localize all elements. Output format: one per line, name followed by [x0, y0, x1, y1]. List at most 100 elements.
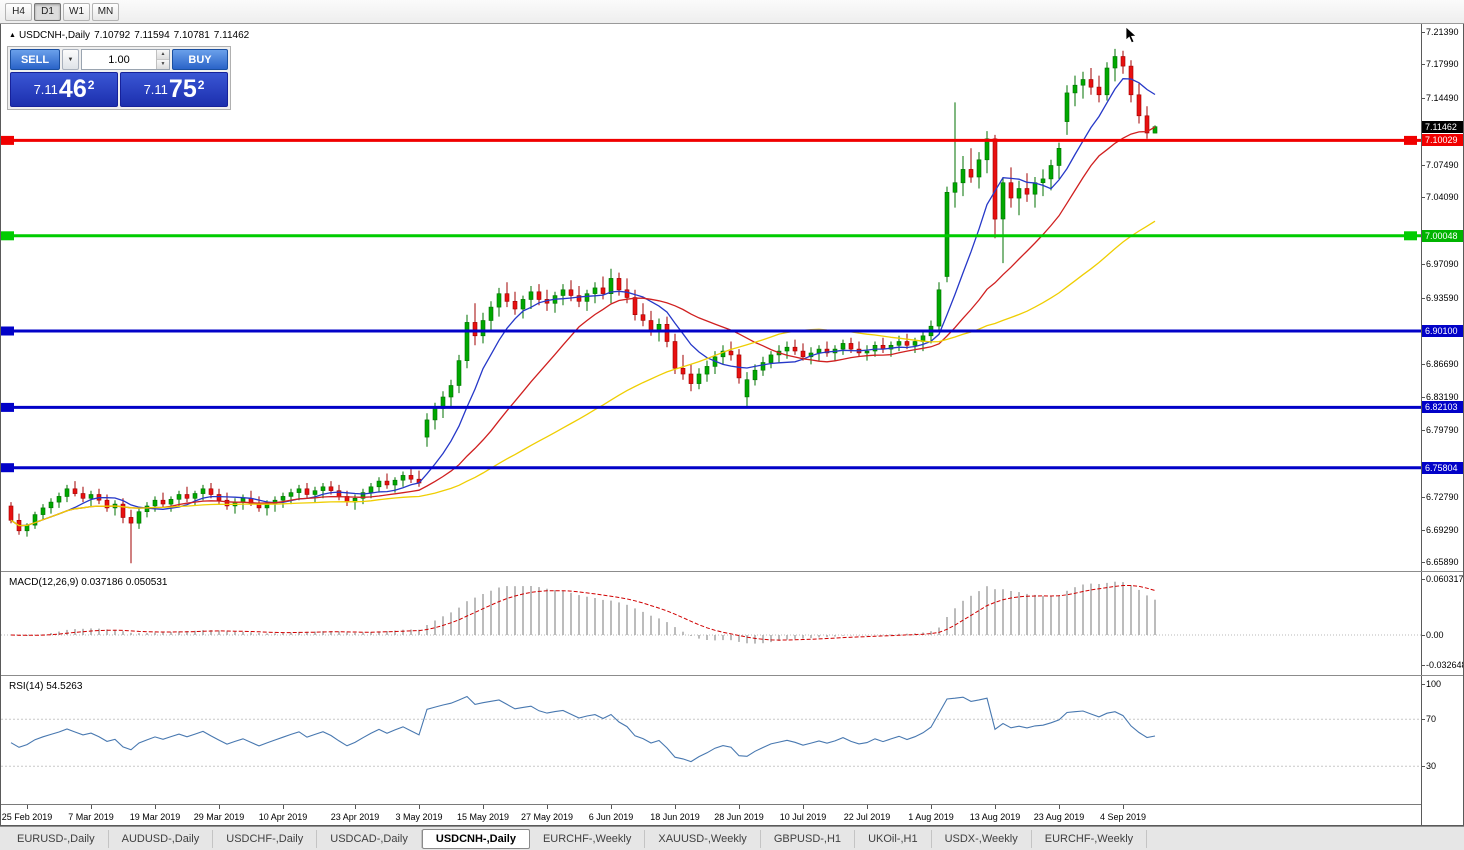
- hline-price-box: 6.82103: [1422, 401, 1463, 413]
- chart-tab[interactable]: USDX-,Weekly: [932, 829, 1032, 848]
- date-tick: [155, 805, 156, 809]
- date-label: 29 Mar 2019: [193, 812, 245, 822]
- chart-tab[interactable]: XAUUSD-,Weekly: [645, 829, 761, 848]
- macd-tick-label: -0.032648: [1422, 660, 1463, 670]
- date-tick: [27, 805, 28, 809]
- price-tick-label: 7.21390: [1422, 27, 1459, 37]
- sell-price-big: 46: [58, 75, 87, 103]
- date-tick: [803, 805, 804, 809]
- hline-price-box: 6.75804: [1422, 462, 1463, 474]
- collapse-arrow-icon[interactable]: ▲: [9, 32, 16, 39]
- chart-tab[interactable]: USDCAD-,Daily: [317, 829, 422, 848]
- symbol-period-label: USDCNH-,Daily: [18, 30, 91, 41]
- ohlc-high: 7.11594: [134, 30, 170, 41]
- date-tick: [355, 805, 356, 809]
- date-tick: [931, 805, 932, 809]
- date-label: 19 Mar 2019: [129, 812, 181, 822]
- buy-button[interactable]: BUY: [172, 49, 228, 70]
- chart-tab[interactable]: EURUSD-,Daily: [4, 829, 109, 848]
- rsi-tick-label: 70: [1421, 714, 1437, 724]
- date-label: 10 Apr 2019: [258, 812, 308, 822]
- date-tick: [611, 805, 612, 809]
- macd-label: MACD(12,26,9) 0.037186 0.050531: [9, 577, 168, 588]
- rsi-label: RSI(14) 54.5263: [9, 681, 83, 692]
- chart-tab[interactable]: EURCHF-,Weekly: [530, 829, 646, 848]
- chart-window: 25 Feb 2019 7 Mar 2019 19 Mar 2019 29 Mar 2…: [0, 24, 1464, 826]
- date-label: 23 Aug 2019: [1033, 812, 1085, 822]
- rsi-tick-label: 100: [1421, 679, 1442, 689]
- timeframe-toolbar: H4 D1 W1 MN: [0, 0, 1464, 24]
- volume-down-button[interactable]: ▼: [157, 60, 169, 69]
- date-tick: [995, 805, 996, 809]
- date-label: 6 Jun 2019: [588, 812, 634, 822]
- date-label: 23 Apr 2019: [330, 812, 380, 822]
- volume-field: ▲ ▼: [81, 49, 170, 70]
- date-tick: [219, 805, 220, 809]
- chart-tab[interactable]: USDCHF-,Daily: [213, 829, 318, 848]
- date-tick: [675, 805, 676, 809]
- current-price-box: 7.11462: [1422, 121, 1463, 133]
- hline-price-box: 7.00048: [1422, 230, 1463, 242]
- price-tick-label: 6.97090: [1422, 259, 1459, 269]
- chart-tab[interactable]: GBPUSD-,H1: [761, 829, 856, 848]
- date-label: 1 Aug 2019: [908, 812, 954, 822]
- date-label: 27 May 2019: [520, 812, 574, 822]
- macd-panel-canvas[interactable]: [1, 573, 1421, 675]
- price-tick-label: 6.86690: [1422, 359, 1459, 369]
- price-tick-label: 7.17990: [1422, 59, 1459, 69]
- chart-tab-bar: EURUSD-,Daily AUDUSD-,Daily USDCHF-,Daily U…: [0, 826, 1464, 850]
- volume-input[interactable]: [82, 50, 156, 69]
- sell-button[interactable]: SELL: [10, 49, 60, 70]
- volume-spinner: ▲ ▼: [156, 50, 169, 69]
- price-scale[interactable]: 7.21390 7.17990 7.14490 7.07490 7.04090 6.970…: [1421, 24, 1463, 825]
- volume-dropdown-button[interactable]: ▼: [62, 49, 79, 70]
- ohlc-close: 7.11462: [213, 30, 250, 41]
- date-label: 10 Jul 2019: [779, 812, 827, 822]
- date-label: 7 Mar 2019: [68, 812, 114, 822]
- date-label: 22 Jul 2019: [843, 812, 891, 822]
- main-chart-canvas[interactable]: [1, 24, 1421, 571]
- price-tick-label: 6.79790: [1422, 425, 1459, 435]
- price-tick-label: 6.69290: [1422, 525, 1459, 535]
- sell-price-display[interactable]: 7.11 46 2: [10, 72, 118, 107]
- volume-up-button[interactable]: ▲: [157, 50, 169, 60]
- chart-tab[interactable]: AUDUSD-,Daily: [109, 829, 214, 848]
- timeframe-button-h4[interactable]: H4: [5, 2, 32, 21]
- timeframe-button-w1[interactable]: W1: [63, 2, 90, 21]
- date-tick: [547, 805, 548, 809]
- chevron-down-icon: ▼: [67, 56, 74, 63]
- macd-tick-label: 0.00: [1422, 630, 1444, 640]
- date-label: 13 Aug 2019: [969, 812, 1021, 822]
- date-tick: [283, 805, 284, 809]
- sell-price-prefix: 7.11: [33, 82, 58, 97]
- date-tick: [91, 805, 92, 809]
- chart-tab[interactable]: EURCHF-,Weekly: [1032, 829, 1148, 848]
- timeframe-button-mn[interactable]: MN: [92, 2, 119, 21]
- date-tick: [867, 805, 868, 809]
- panel-separator[interactable]: [1, 675, 1463, 676]
- hline-price-box: 7.10029: [1422, 134, 1463, 146]
- chart-tab[interactable]: USDCNH-,Daily: [421, 828, 530, 849]
- price-tick-label: 7.07490: [1422, 160, 1459, 170]
- date-axis[interactable]: 25 Feb 2019 7 Mar 2019 19 Mar 2019 29 Mar 2…: [1, 804, 1421, 825]
- panel-separator[interactable]: [1, 571, 1463, 572]
- price-tick-label: 6.72790: [1422, 492, 1459, 502]
- rsi-panel-canvas[interactable]: [1, 677, 1421, 804]
- date-label: 28 Jun 2019: [714, 812, 764, 822]
- buy-price-sup: 2: [197, 78, 205, 92]
- price-tick-label: 6.83190: [1422, 392, 1459, 402]
- date-label: 3 May 2019: [395, 812, 443, 822]
- date-label: 25 Feb 2019: [1, 812, 53, 822]
- date-tick: [739, 805, 740, 809]
- price-tick-label: 6.65890: [1422, 557, 1459, 567]
- date-tick: [1059, 805, 1060, 809]
- chart-tab[interactable]: UKOil-,H1: [855, 829, 932, 848]
- price-tick-label: 6.93590: [1422, 293, 1459, 303]
- buy-price-prefix: 7.11: [143, 82, 168, 97]
- buy-price-display[interactable]: 7.11 75 2: [120, 72, 228, 107]
- timeframe-button-d1[interactable]: D1: [34, 2, 61, 21]
- mouse-cursor-icon: [1125, 26, 1137, 44]
- buy-price-big: 75: [168, 75, 197, 103]
